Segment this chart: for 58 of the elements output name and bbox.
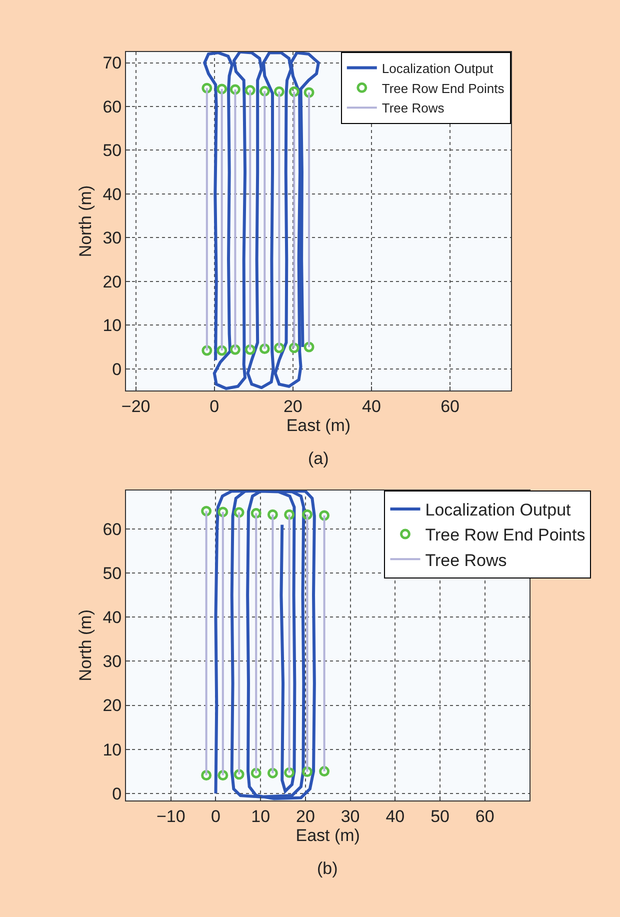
legend-label: Tree Rows [425, 550, 507, 570]
x-tick-label: 40 [362, 397, 381, 416]
x-tick-label: 20 [283, 397, 302, 416]
x-tick-label: −20 [121, 397, 150, 416]
point [302, 509, 312, 520]
y-tick-label: 30 [102, 228, 122, 248]
legend-label: Localization Output [382, 60, 494, 76]
x-tick-label: 20 [296, 806, 315, 826]
point [201, 506, 212, 516]
y-tick-label: 20 [102, 696, 122, 716]
y-axis-title: North (m) [76, 185, 96, 258]
y-tick-label: 70 [102, 54, 122, 73]
legend-label: Localization Output [425, 500, 572, 520]
x-tick-label: 0 [211, 806, 220, 826]
legend-label: Tree Row End Points [382, 80, 505, 96]
y-tick-label: 0 [112, 360, 122, 379]
point [259, 86, 270, 96]
x-tick-label: −10 [156, 806, 186, 826]
y-tick-label: 50 [102, 564, 122, 584]
y-tick-label: 10 [102, 740, 122, 760]
legend-label: Tree Rows [382, 100, 445, 116]
y-tick-label: 40 [102, 184, 122, 204]
point [304, 87, 314, 98]
y-tick-label: 50 [102, 141, 122, 160]
point [267, 509, 278, 520]
point [216, 84, 228, 94]
point [234, 507, 244, 518]
text: (a) [308, 449, 329, 468]
x-tick-label: 30 [340, 806, 360, 826]
x-axis-title: East (m) [286, 416, 351, 436]
point [244, 85, 256, 96]
x-tick-label: 10 [251, 806, 270, 826]
x-tick-label: 60 [440, 397, 460, 416]
y-tick-label: 60 [102, 97, 122, 116]
y-axis-title: North (m) [76, 609, 96, 682]
x-tick-label: 50 [430, 806, 450, 826]
point [284, 509, 295, 520]
point [288, 86, 300, 97]
y-tick-label: 10 [102, 316, 122, 336]
x-tick-label: 60 [475, 806, 494, 826]
line-series [203, 52, 320, 390]
y-tick-label: 60 [102, 520, 122, 540]
y-tick-label: 30 [102, 652, 122, 672]
y-tick-label: 0 [112, 784, 122, 804]
point [250, 508, 262, 519]
x-tick-label: 40 [386, 806, 405, 826]
y-tick-label: 20 [102, 272, 122, 292]
point [319, 510, 330, 521]
legend-label: Tree Row End Points [425, 526, 586, 545]
y-tick-label: 40 [102, 608, 122, 628]
point [230, 84, 240, 95]
x-axis-title: East (m) [296, 826, 360, 845]
text: (b) [317, 859, 338, 878]
point [274, 86, 284, 97]
line-series [214, 490, 316, 800]
x-tick-label: 0 [210, 397, 220, 416]
point [202, 82, 212, 94]
point [218, 506, 228, 518]
